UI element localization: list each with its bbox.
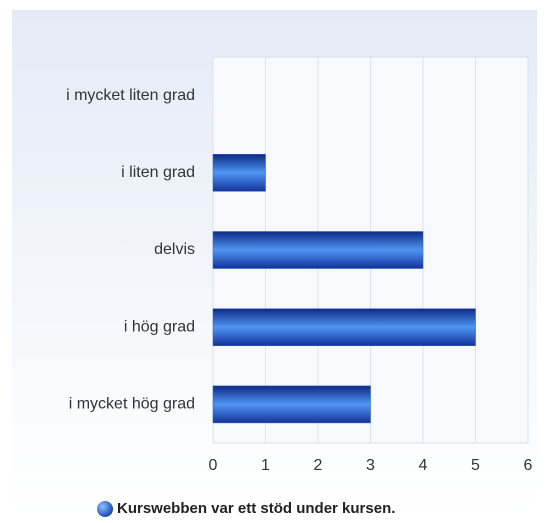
x-tick-label: 2 <box>314 457 323 474</box>
bar <box>212 385 371 424</box>
y-tick-label: i hög grad <box>124 318 195 335</box>
legend-label: Kurswebben var ett stöd under kursen. <box>117 500 395 517</box>
bar <box>212 154 266 192</box>
x-tick-label: 5 <box>471 457 480 474</box>
y-tick-label: delvis <box>154 241 195 258</box>
y-tick-label: i mycket hög grad <box>69 396 195 413</box>
bar <box>212 231 424 269</box>
bar <box>212 308 476 346</box>
y-tick-label: i liten grad <box>121 164 195 181</box>
x-tick-label: 1 <box>261 457 270 474</box>
x-tick-label: 4 <box>419 457 428 474</box>
x-tick-label: 0 <box>209 457 218 474</box>
legend-marker <box>97 501 113 517</box>
x-tick-label: 6 <box>524 457 533 474</box>
x-tick-label: 3 <box>366 457 375 474</box>
y-tick-label: i mycket liten grad <box>66 87 195 104</box>
